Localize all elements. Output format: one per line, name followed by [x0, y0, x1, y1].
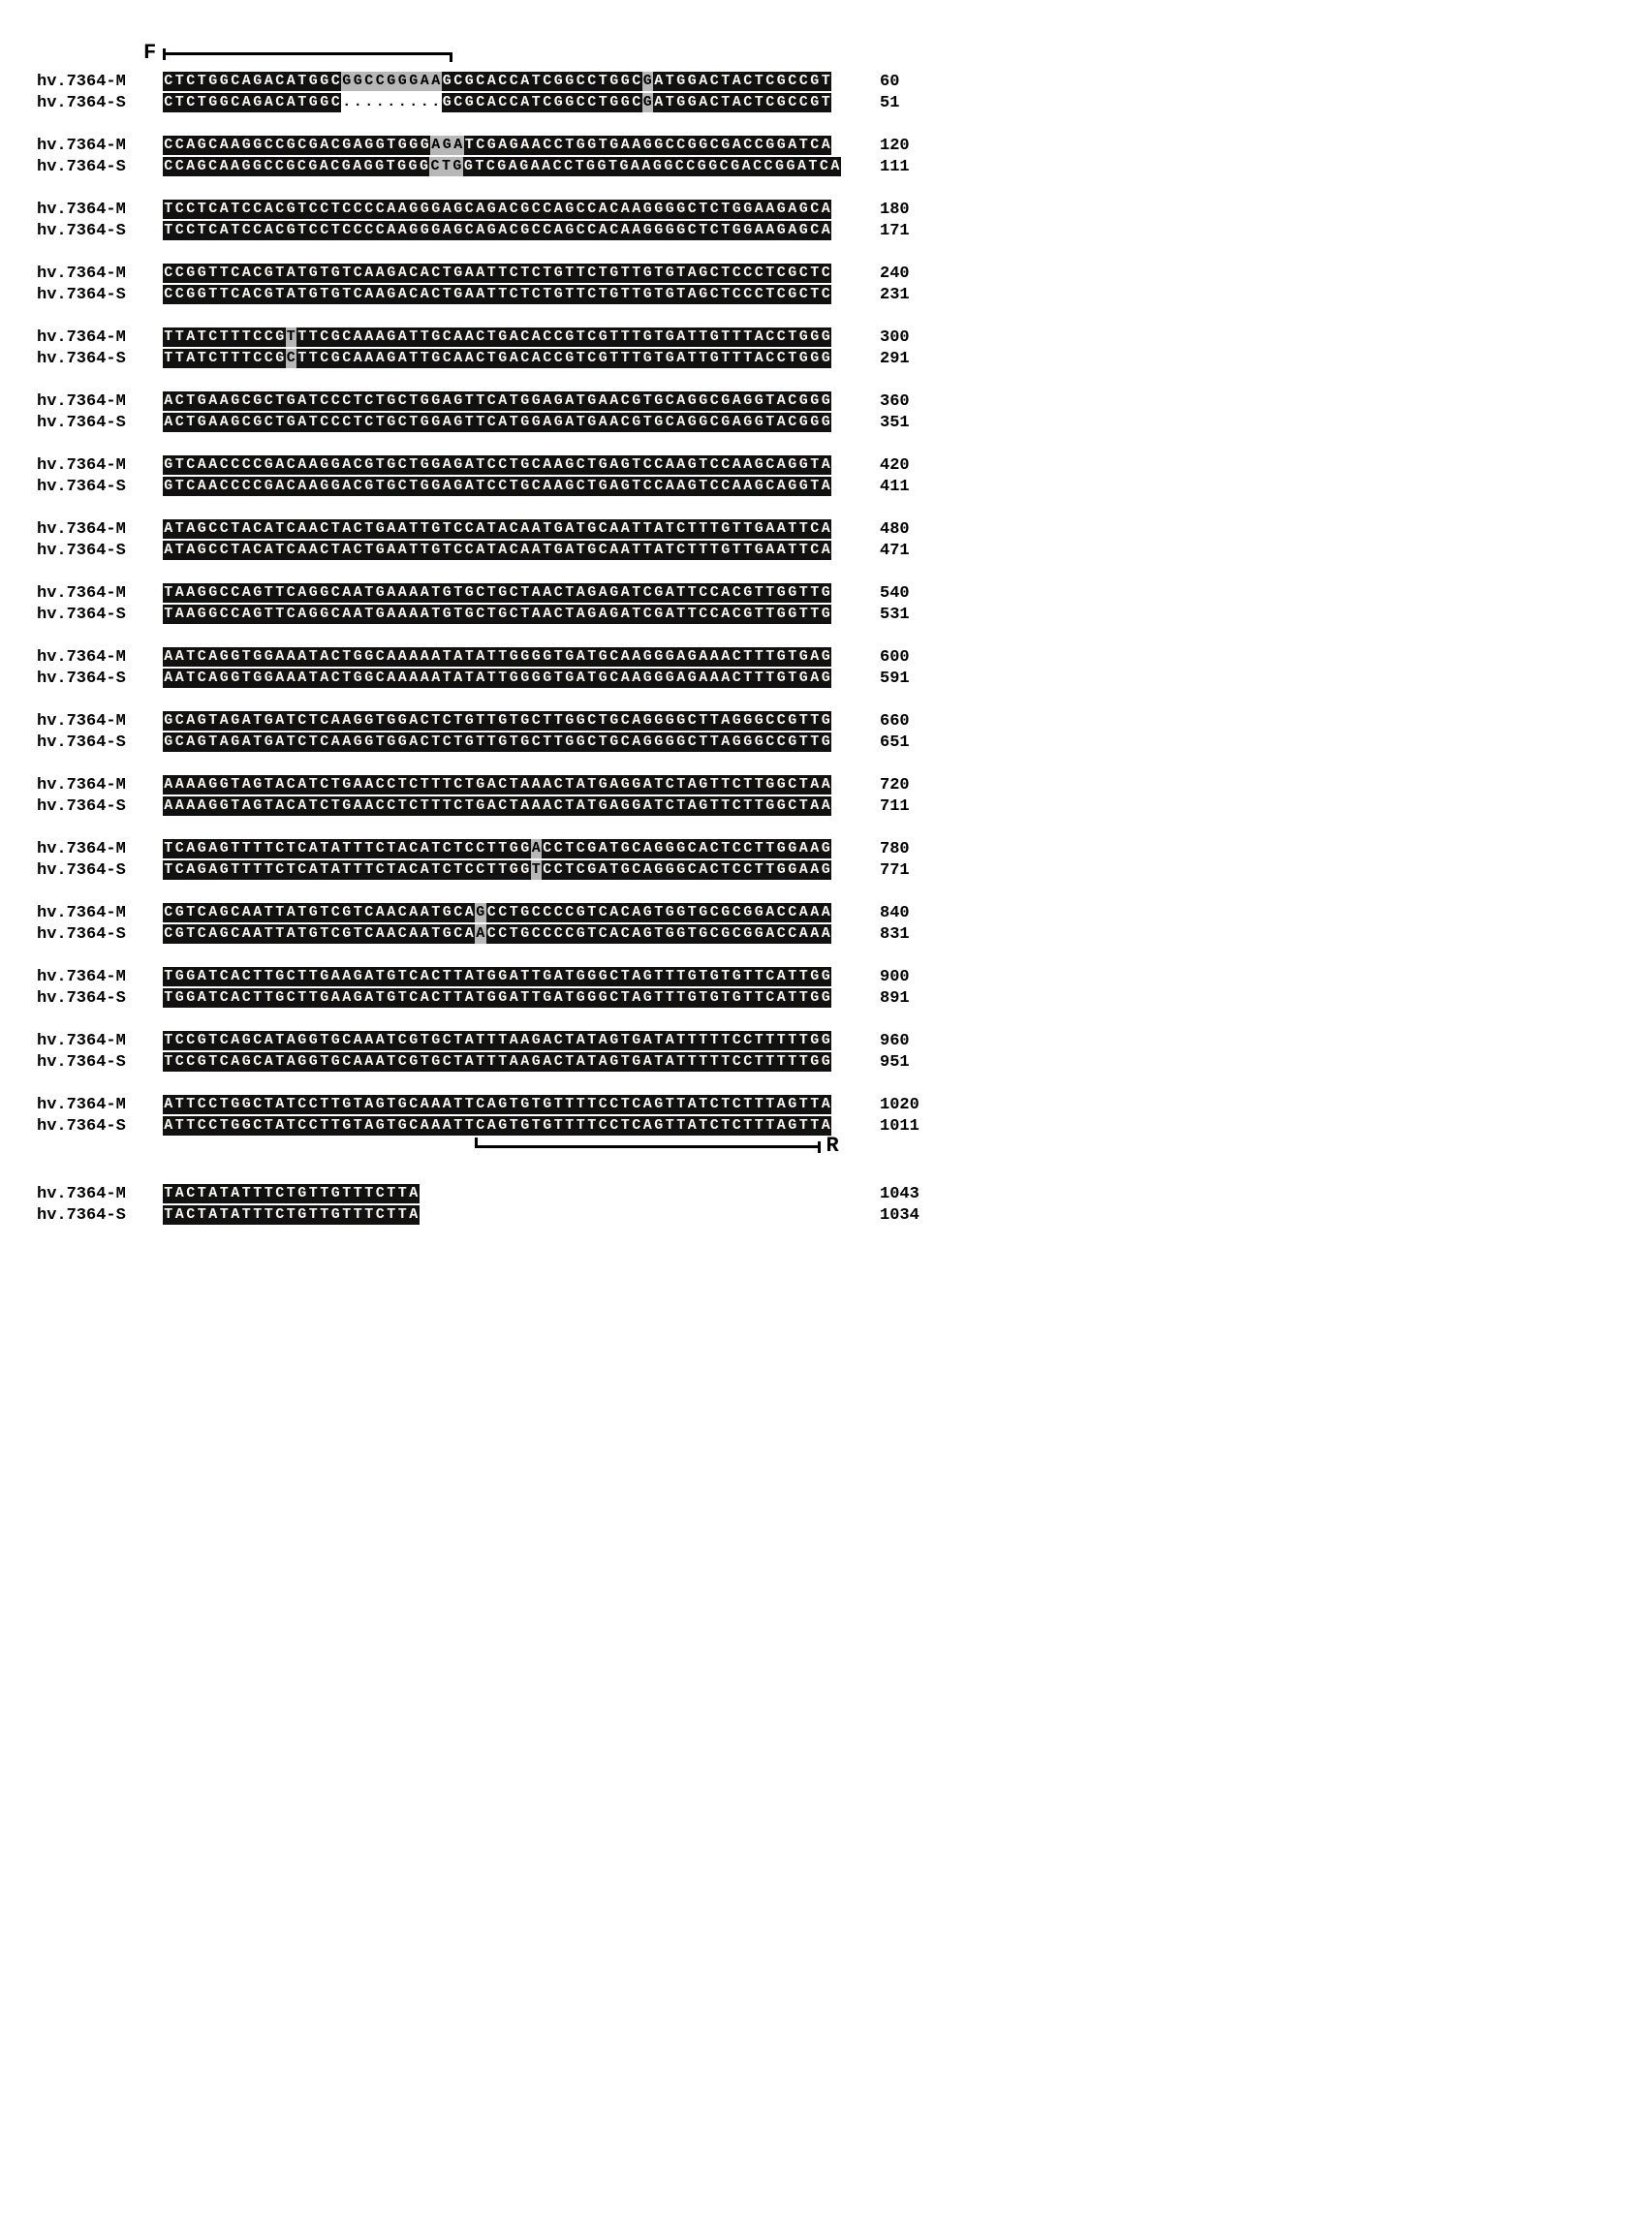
position-number: 900 [880, 969, 938, 985]
sequence-label: hv.7364-M [37, 202, 163, 218]
position-number: 291 [880, 351, 938, 367]
sequence-label: hv.7364-S [37, 415, 163, 431]
position-number: 231 [880, 287, 938, 303]
sequence-label: hv.7364-M [37, 585, 163, 602]
position-number: 831 [880, 926, 938, 943]
alignment-block: hv.7364-MCCAGCAAGGCCGCGACGAGGTGGGAGATCGA… [37, 136, 1615, 176]
sequence-label: hv.7364-S [37, 862, 163, 879]
position-number: 840 [880, 905, 938, 921]
alignment-block: hv.7364-MGTCAACCCCGACAAGGACGTGCTGGAGATCC… [37, 455, 1615, 496]
alignment-block: hv.7364-MTCAGAGTTTTCTCATATTTCTACATCTCCTT… [37, 839, 1615, 880]
sequence-label: hv.7364-M [37, 393, 163, 410]
sequence-label: hv.7364-S [37, 95, 163, 111]
position-number: 240 [880, 265, 938, 282]
sequence-alignment: Fhv.7364-MCTCTGGCAGACATGGCGGCCGGGAAGCGCA… [37, 47, 1615, 1225]
position-number: 171 [880, 223, 938, 239]
forward-primer-label: F [143, 43, 156, 64]
position-number: 1011 [880, 1118, 938, 1135]
sequence-label: hv.7364-S [37, 607, 163, 623]
position-number: 591 [880, 670, 938, 687]
sequence-label: hv.7364-S [37, 1054, 163, 1071]
position-number: 351 [880, 415, 938, 431]
alignment-block: hv.7364-MACTGAAGCGCTGATCCCTCTGCTGGAGTTCA… [37, 391, 1615, 432]
position-number: 51 [880, 95, 938, 111]
alignment-block: hv.7364-MTTATCTTTCCGTTTCGCAAAGATTGCAACTG… [37, 327, 1615, 368]
position-number: 420 [880, 457, 938, 474]
position-number: 1043 [880, 1186, 938, 1202]
position-number: 540 [880, 585, 938, 602]
alignment-block: hv.7364-MTAAGGCCAGTTCAGGCAATGAAAATGTGCTG… [37, 583, 1615, 624]
alignment-block: hv.7364-MAATCAGGTGGAAATACTGGCAAAAATATATT… [37, 647, 1615, 688]
alignment-block: hv.7364-MTCCGTCAGCATAGGTGCAAATCGTGCTATTT… [37, 1031, 1615, 1072]
sequence-label: hv.7364-M [37, 649, 163, 666]
alignment-block: hv.7364-MGCAGTAGATGATCTCAAGGTGGACTCTGTTG… [37, 711, 1615, 752]
alignment-block: hv.7364-MTACTATATTTCTGTTGTTTCTTA1043hv.7… [37, 1184, 1615, 1225]
position-number: 60 [880, 74, 938, 90]
position-number: 1020 [880, 1097, 938, 1113]
alignment-block: hv.7364-MCGTCAGCAATTATGTCGTCAACAATGCAGCC… [37, 903, 1615, 944]
reverse-primer-label: R [826, 1136, 839, 1157]
position-number: 531 [880, 607, 938, 623]
reverse-primer-bar [475, 1145, 821, 1148]
position-number: 720 [880, 777, 938, 794]
position-number: 960 [880, 1033, 938, 1049]
sequence-label: hv.7364-M [37, 1097, 163, 1113]
position-number: 651 [880, 734, 938, 751]
sequence-label: hv.7364-M [37, 905, 163, 921]
sequence-label: hv.7364-S [37, 287, 163, 303]
position-number: 411 [880, 479, 938, 495]
sequence-label: hv.7364-S [37, 1118, 163, 1135]
sequence-label: hv.7364-M [37, 74, 163, 90]
sequence-label: hv.7364-M [37, 713, 163, 730]
position-number: 471 [880, 543, 938, 559]
sequence-label: hv.7364-M [37, 969, 163, 985]
sequence-label: hv.7364-S [37, 543, 163, 559]
sequence-label: hv.7364-M [37, 777, 163, 794]
sequence-label: hv.7364-S [37, 351, 163, 367]
sequence-label: hv.7364-M [37, 457, 163, 474]
position-number: 111 [880, 159, 938, 175]
position-number: 480 [880, 521, 938, 538]
sequence-label: hv.7364-M [37, 138, 163, 154]
position-number: 1034 [880, 1207, 938, 1224]
sequence-label: hv.7364-M [37, 265, 163, 282]
sequence-label: hv.7364-S [37, 734, 163, 751]
sequence-label: hv.7364-S [37, 670, 163, 687]
position-number: 360 [880, 393, 938, 410]
sequence-label: hv.7364-M [37, 1033, 163, 1049]
sequence-label: hv.7364-M [37, 841, 163, 858]
sequence-label: hv.7364-M [37, 521, 163, 538]
sequence-label: hv.7364-S [37, 159, 163, 175]
forward-primer-bar [163, 52, 452, 55]
sequence-label: hv.7364-S [37, 1207, 163, 1224]
alignment-block: hv.7364-MTCCTCATCCACGTCCTCCCCAAGGGAGCAGA… [37, 200, 1615, 240]
position-number: 180 [880, 202, 938, 218]
sequence-label: hv.7364-S [37, 798, 163, 815]
alignment-block: hv.7364-MCCGGTTCACGTATGTGTCAAGACACTGAATT… [37, 264, 1615, 304]
position-number: 660 [880, 713, 938, 730]
sequence-label: hv.7364-S [37, 223, 163, 239]
sequence-label: hv.7364-M [37, 1186, 163, 1202]
alignment-block: hv.7364-MTGGATCACTTGCTTGAAGATGTCACTTATGG… [37, 967, 1615, 1008]
sequence-label: hv.7364-S [37, 479, 163, 495]
alignment-block: hv.7364-MAAAAGGTAGTACATCTGAACCTCTTTCTGAC… [37, 775, 1615, 816]
position-number: 711 [880, 798, 938, 815]
sequence-label: hv.7364-S [37, 990, 163, 1007]
position-number: 120 [880, 138, 938, 154]
position-number: 951 [880, 1054, 938, 1071]
alignment-block: hv.7364-MATAGCCTACATCAACTACTGAATTGTCCATA… [37, 519, 1615, 560]
position-number: 600 [880, 649, 938, 666]
position-number: 771 [880, 862, 938, 879]
position-number: 780 [880, 841, 938, 858]
alignment-block: Fhv.7364-MCTCTGGCAGACATGGCGGCCGGGAAGCGCA… [37, 47, 1615, 112]
sequence-label: hv.7364-M [37, 329, 163, 346]
alignment-block: hv.7364-MATTCCTGGCTATCCTTGTAGTGCAAATTCAG… [37, 1095, 1615, 1161]
position-number: 300 [880, 329, 938, 346]
sequence-label: hv.7364-S [37, 926, 163, 943]
position-number: 891 [880, 990, 938, 1007]
